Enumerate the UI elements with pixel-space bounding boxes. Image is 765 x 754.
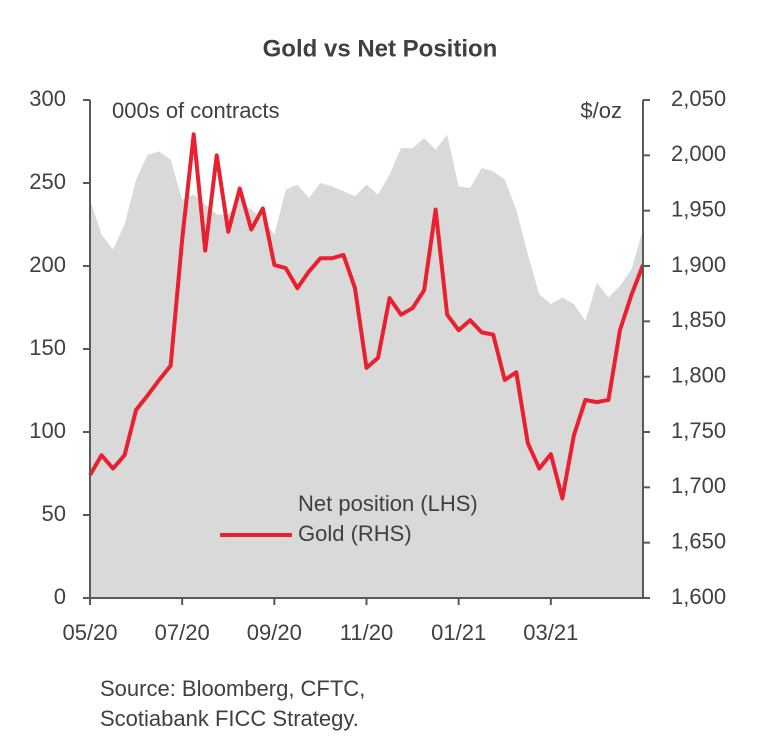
legend-swatch <box>220 499 292 511</box>
source-line: Scotiabank FICC Strategy. <box>100 706 359 731</box>
y2-tick-label: 2,050 <box>671 86 726 111</box>
legend-label: Gold (RHS) <box>298 521 412 546</box>
y2-tick-label: 1,850 <box>671 307 726 332</box>
y-tick-label: 0 <box>54 584 66 609</box>
y2-axis-label: $/oz <box>580 98 622 123</box>
y2-tick-label: 1,650 <box>671 528 726 553</box>
y-tick-label: 250 <box>29 169 66 194</box>
line <box>88 132 645 501</box>
y2-tick-label: 2,000 <box>671 141 726 166</box>
y-tick-label: 50 <box>42 501 66 526</box>
x-tick-label: 09/20 <box>247 620 302 645</box>
y2-tick-label: 1,750 <box>671 418 726 443</box>
x-tick-label: 11/20 <box>340 620 393 645</box>
x-tick-label: 03/21 <box>523 620 578 645</box>
source-line: Source: Bloomberg, CFTC, <box>100 676 365 701</box>
x-tick-label: 01/21 <box>431 620 486 645</box>
x-tick-label: 05/20 <box>62 620 117 645</box>
y2-tick-label: 1,800 <box>671 362 726 387</box>
y2-tick-label: 1,700 <box>671 473 726 498</box>
x-tick-label: 07/20 <box>155 620 210 645</box>
y2-tick-label: 1,600 <box>671 584 726 609</box>
y2-tick-label: 1,950 <box>671 196 726 221</box>
legend-label: Net position (LHS) <box>298 491 478 516</box>
y-tick-label: 100 <box>29 418 66 443</box>
y-tick-label: 200 <box>29 252 66 277</box>
chart-title: Gold vs Net Position <box>263 35 498 62</box>
y2-tick-label: 1,900 <box>671 252 726 277</box>
y-tick-label: 300 <box>29 86 66 111</box>
y-axis-label: 000s of contracts <box>112 98 280 123</box>
y-tick-label: 150 <box>29 335 66 360</box>
